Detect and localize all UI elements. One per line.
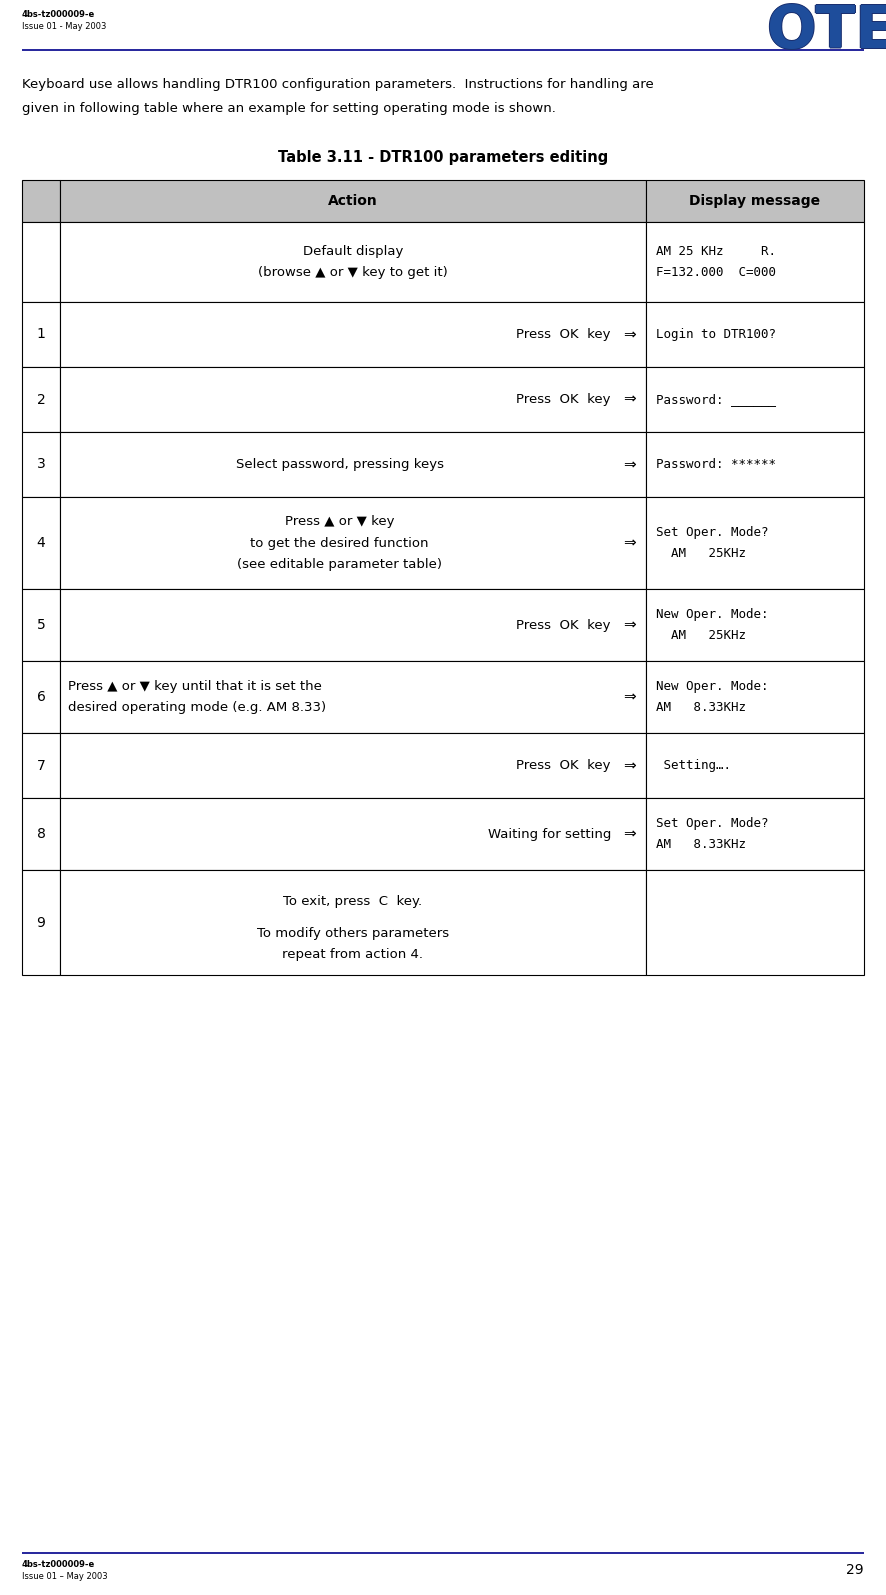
Bar xyxy=(22,660,60,734)
Text: AM   8.33KHz: AM 8.33KHz xyxy=(656,839,746,852)
Bar xyxy=(22,798,60,869)
Text: 4: 4 xyxy=(36,536,45,550)
Bar xyxy=(22,498,60,589)
Text: 9: 9 xyxy=(36,916,45,930)
Text: OTE: OTE xyxy=(767,3,886,61)
Text: 7: 7 xyxy=(36,759,45,772)
Text: ⇒: ⇒ xyxy=(624,458,636,472)
Bar xyxy=(60,180,646,222)
Text: repeat from action 4.: repeat from action 4. xyxy=(283,949,424,962)
Text: To modify others parameters: To modify others parameters xyxy=(257,927,449,939)
Bar xyxy=(646,301,864,367)
Bar xyxy=(646,660,864,734)
Bar xyxy=(22,180,60,222)
Text: AM   8.33KHz: AM 8.33KHz xyxy=(656,702,746,715)
Text: desired operating mode (e.g. AM 8.33): desired operating mode (e.g. AM 8.33) xyxy=(68,702,326,715)
Bar xyxy=(60,301,646,367)
Text: ⇒: ⇒ xyxy=(624,689,636,705)
Text: 29: 29 xyxy=(846,1563,864,1577)
Text: Password: ______: Password: ______ xyxy=(656,392,776,407)
Bar xyxy=(22,869,60,975)
Bar xyxy=(22,367,60,432)
Text: Setting….: Setting…. xyxy=(656,759,731,772)
Text: New Oper. Mode:: New Oper. Mode: xyxy=(656,679,768,692)
Text: OTE: OTE xyxy=(766,3,886,61)
Bar xyxy=(60,589,646,660)
Text: Select password, pressing keys: Select password, pressing keys xyxy=(236,458,444,471)
Bar xyxy=(22,432,60,498)
Bar xyxy=(60,498,646,589)
Text: Default display: Default display xyxy=(303,244,403,258)
Text: ⇒: ⇒ xyxy=(624,536,636,550)
Text: Set Oper. Mode?: Set Oper. Mode? xyxy=(656,817,768,829)
Bar xyxy=(646,180,864,222)
Bar xyxy=(646,589,864,660)
Text: Issue 01 – May 2003: Issue 01 – May 2003 xyxy=(22,1573,107,1581)
Bar xyxy=(22,589,60,660)
Text: ⇒: ⇒ xyxy=(624,826,636,842)
Bar xyxy=(60,367,646,432)
Text: 1: 1 xyxy=(36,327,45,341)
Text: 4bs-tz000009-e: 4bs-tz000009-e xyxy=(22,1560,96,1569)
Text: 6: 6 xyxy=(36,691,45,703)
Bar xyxy=(60,798,646,869)
Text: ⇒: ⇒ xyxy=(624,392,636,407)
Text: ⇒: ⇒ xyxy=(624,327,636,341)
Text: Login to DTR100?: Login to DTR100? xyxy=(656,329,776,341)
Text: OTE: OTE xyxy=(766,5,886,62)
Text: New Oper. Mode:: New Oper. Mode: xyxy=(656,608,768,620)
Bar xyxy=(22,301,60,367)
Text: 3: 3 xyxy=(36,458,45,472)
Bar xyxy=(22,222,60,301)
Text: 8: 8 xyxy=(36,826,45,841)
Bar xyxy=(646,222,864,301)
Bar xyxy=(646,367,864,432)
Text: F=132.000  C=000: F=132.000 C=000 xyxy=(656,266,776,279)
Text: AM   25KHz: AM 25KHz xyxy=(656,630,746,643)
Bar xyxy=(22,734,60,798)
Text: given in following table where an example for setting operating mode is shown.: given in following table where an exampl… xyxy=(22,102,556,115)
Bar xyxy=(60,660,646,734)
Text: Press ▲ or ▼ key until that it is set the: Press ▲ or ▼ key until that it is set th… xyxy=(68,679,322,692)
Text: Password: ******: Password: ****** xyxy=(656,458,776,471)
Text: Press  OK  key: Press OK key xyxy=(517,619,611,632)
Text: Display message: Display message xyxy=(689,195,820,207)
Text: To exit, press  C  key.: To exit, press C key. xyxy=(284,895,423,908)
Text: Press  OK  key: Press OK key xyxy=(517,329,611,341)
Text: ⇒: ⇒ xyxy=(624,758,636,774)
Text: ⇒: ⇒ xyxy=(624,617,636,633)
Text: Table 3.11 - DTR100 parameters editing: Table 3.11 - DTR100 parameters editing xyxy=(278,150,608,164)
Text: OTE: OTE xyxy=(766,3,886,61)
Text: Press  OK  key: Press OK key xyxy=(517,759,611,772)
Bar xyxy=(646,498,864,589)
Text: Press  OK  key: Press OK key xyxy=(517,392,611,407)
Text: Action: Action xyxy=(328,195,377,207)
Text: to get the desired function: to get the desired function xyxy=(250,536,429,550)
Text: (see editable parameter table): (see editable parameter table) xyxy=(237,558,442,571)
Text: (browse ▲ or ▼ key to get it): (browse ▲ or ▼ key to get it) xyxy=(258,266,448,279)
Text: 2: 2 xyxy=(36,392,45,407)
Bar xyxy=(646,798,864,869)
Bar xyxy=(60,869,646,975)
Bar xyxy=(60,432,646,498)
Bar xyxy=(60,222,646,301)
Bar xyxy=(646,869,864,975)
Bar xyxy=(60,734,646,798)
Bar xyxy=(646,432,864,498)
Text: 4bs-tz000009-e: 4bs-tz000009-e xyxy=(22,10,96,19)
Text: Press ▲ or ▼ key: Press ▲ or ▼ key xyxy=(284,515,394,528)
Text: Set Oper. Mode?: Set Oper. Mode? xyxy=(656,526,768,539)
Text: AM   25KHz: AM 25KHz xyxy=(656,547,746,560)
Text: OTE: OTE xyxy=(766,3,886,59)
Text: AM 25 KHz     R.: AM 25 KHz R. xyxy=(656,244,776,258)
Text: Waiting for setting: Waiting for setting xyxy=(487,828,611,841)
Text: 5: 5 xyxy=(36,617,45,632)
Text: Keyboard use allows handling DTR100 configuration parameters.  Instructions for : Keyboard use allows handling DTR100 conf… xyxy=(22,78,654,91)
Text: Issue 01 - May 2003: Issue 01 - May 2003 xyxy=(22,22,106,30)
Bar xyxy=(646,734,864,798)
